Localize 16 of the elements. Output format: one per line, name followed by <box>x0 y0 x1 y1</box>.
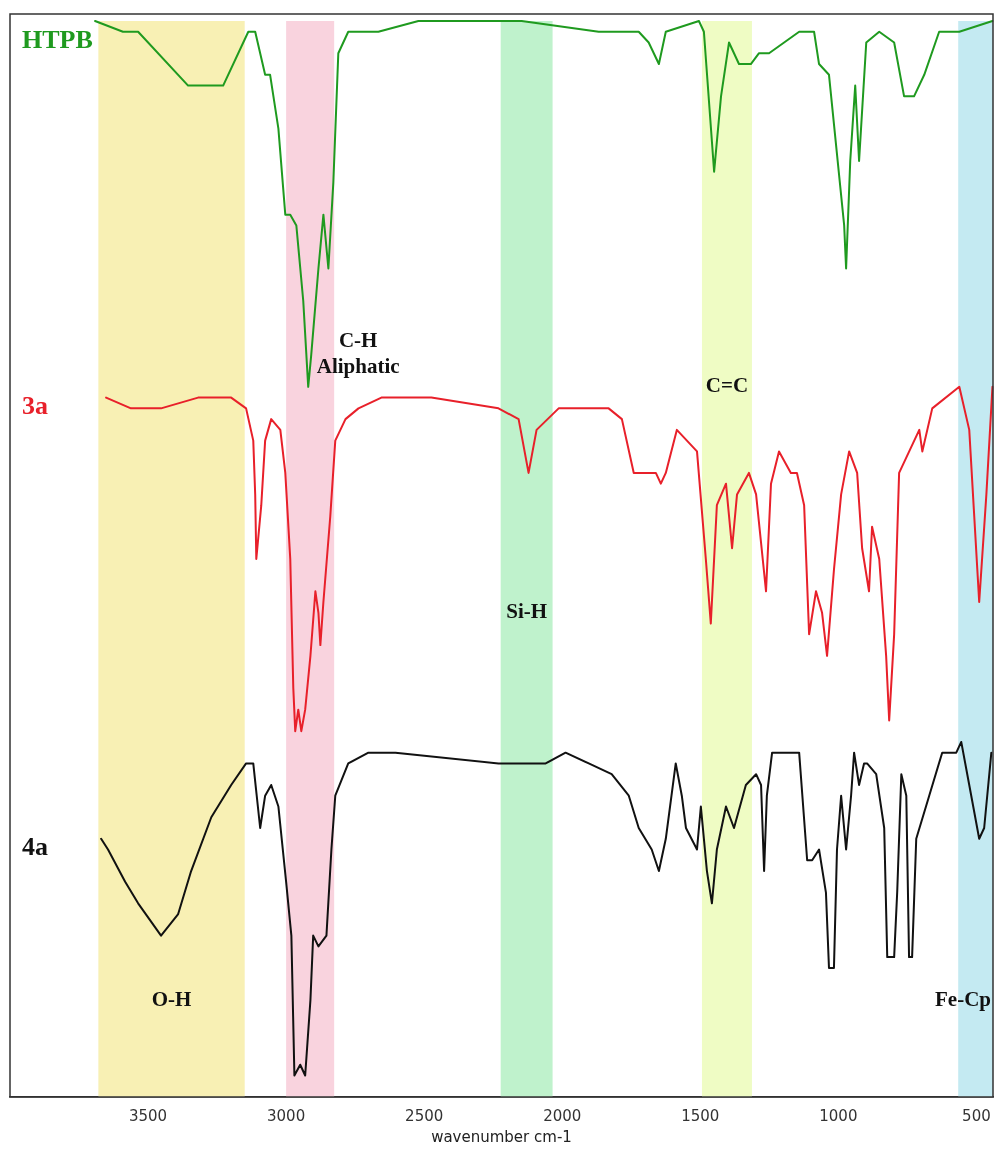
band-label: C=C <box>705 373 749 398</box>
x-tick-label: 3000 <box>267 1106 306 1125</box>
text: 3a <box>22 391 48 421</box>
band-label: C-H Aliphatic <box>316 327 400 378</box>
series-label: HTPB <box>22 24 93 54</box>
x-tick-label: 500 <box>962 1106 991 1125</box>
band-label: Si-H <box>506 599 548 624</box>
x-tick-label: 2000 <box>543 1106 582 1125</box>
x-axis-title: wavenumber cm-1 <box>431 1127 572 1146</box>
x-tick-label: 2500 <box>405 1106 444 1125</box>
band-label: Fe-Cp <box>935 986 992 1011</box>
x-tick-label: 1000 <box>819 1106 858 1125</box>
band-label: O-H <box>151 986 192 1011</box>
text: 4a <box>22 832 48 862</box>
x-tick-label: 1500 <box>681 1106 720 1125</box>
x-tick-label: 3500 <box>128 1106 168 1125</box>
